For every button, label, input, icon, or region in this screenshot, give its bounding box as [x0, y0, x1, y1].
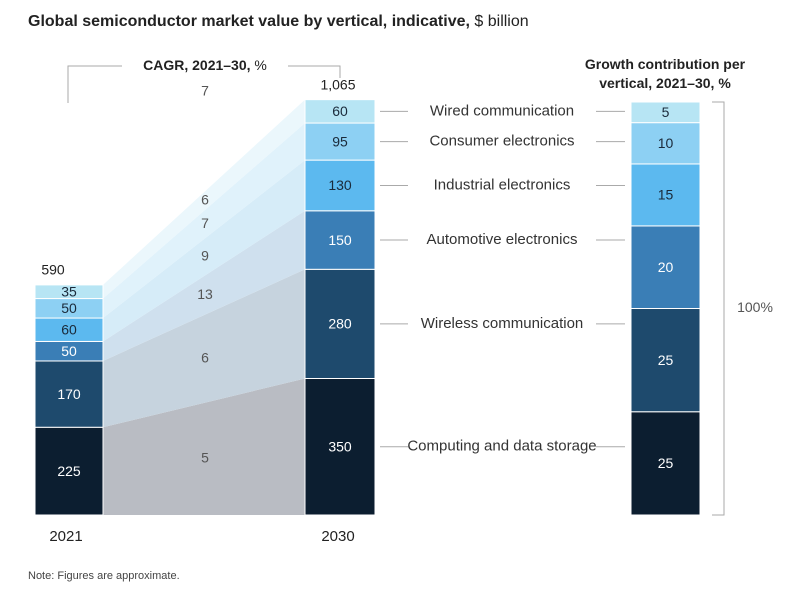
- growth-area: [103, 210, 305, 361]
- contribution-title-main: Growth contribution per: [585, 56, 746, 72]
- bar-segment: [304, 159, 376, 212]
- cagr-label: 5: [201, 450, 209, 466]
- bar-value: 130: [328, 177, 352, 193]
- contribution-value: 10: [658, 135, 674, 151]
- contribution-segment: [630, 411, 701, 516]
- bar-value: 60: [61, 321, 77, 337]
- growth-area: [103, 99, 305, 299]
- cagr-bracket: [288, 65, 341, 78]
- cagr-title: CAGR, 2021–30, %: [143, 57, 267, 73]
- contribution-title-main: vertical, 2021–30,: [599, 75, 718, 91]
- title-unit: $ billion: [474, 13, 528, 30]
- contribution-value: 25: [658, 352, 674, 368]
- cagr-title-unit: %: [254, 57, 266, 73]
- contribution-total-label: 100%: [737, 299, 773, 315]
- legend-label: Computing and data storage: [407, 438, 596, 455]
- bar-value: 170: [57, 386, 81, 402]
- bar-segment: [34, 284, 104, 300]
- contribution-segment: [630, 163, 701, 227]
- chart-title: Global semiconductor market value by ver…: [28, 13, 529, 30]
- legend-label: Automotive electronics: [427, 231, 578, 248]
- bar-segment: [304, 99, 376, 124]
- bar-value: 50: [61, 300, 77, 316]
- bar-value: 280: [328, 316, 352, 332]
- cagr-label: 6: [201, 191, 209, 207]
- contribution-segment: [630, 225, 701, 309]
- total-label: 590: [41, 262, 65, 278]
- growth-area: [103, 378, 305, 515]
- growth-area: [103, 160, 305, 342]
- bar-value: 60: [332, 103, 348, 119]
- x-tick-label: 2030: [321, 528, 354, 545]
- bar-segment: [304, 210, 376, 270]
- growth-area: [103, 123, 305, 319]
- bar-value: 50: [61, 343, 77, 359]
- cagr-label: 7: [201, 215, 209, 231]
- contribution-value: 25: [658, 455, 674, 471]
- note: Note: Figures are approximate.: [28, 570, 180, 582]
- growth-area: [103, 269, 305, 428]
- bar-segment: [34, 426, 104, 516]
- bar-value: 350: [328, 438, 352, 454]
- cagr-bracket: [67, 65, 122, 103]
- x-tick-label: 2021: [49, 528, 82, 545]
- contribution-value: 5: [662, 104, 670, 120]
- bar-segment: [304, 378, 376, 516]
- contribution-segment: [630, 122, 701, 165]
- total-bracket: [712, 101, 725, 516]
- contribution-segment: [630, 308, 701, 413]
- bar-value: 225: [57, 463, 81, 479]
- bar-value: 150: [328, 232, 352, 248]
- legend-label: Wireless communication: [421, 315, 584, 332]
- bar-value: 35: [61, 283, 77, 299]
- title-main: Global semiconductor market value by ver…: [28, 13, 470, 30]
- legend-label: Wired communication: [430, 102, 574, 119]
- contribution-title-unit: %: [718, 75, 731, 91]
- contribution-segment: [630, 101, 701, 124]
- legend-label: Consumer electronics: [429, 133, 574, 150]
- bar-value: 95: [332, 133, 348, 149]
- contribution-title: Growth contribution per vertical, 2021–30…: [585, 56, 746, 91]
- cagr-label: 6: [201, 349, 209, 365]
- total-label: 1,065: [320, 76, 355, 92]
- cagr-total: 7: [201, 83, 209, 99]
- bar-segment: [304, 122, 376, 161]
- cagr-title-main: CAGR, 2021–30,: [143, 57, 250, 73]
- contribution-value: 15: [658, 187, 674, 203]
- cagr-label: 13: [197, 286, 213, 302]
- contribution-value: 20: [658, 259, 674, 275]
- cagr-label: 9: [201, 248, 209, 264]
- legend-label: Industrial electronics: [434, 176, 571, 193]
